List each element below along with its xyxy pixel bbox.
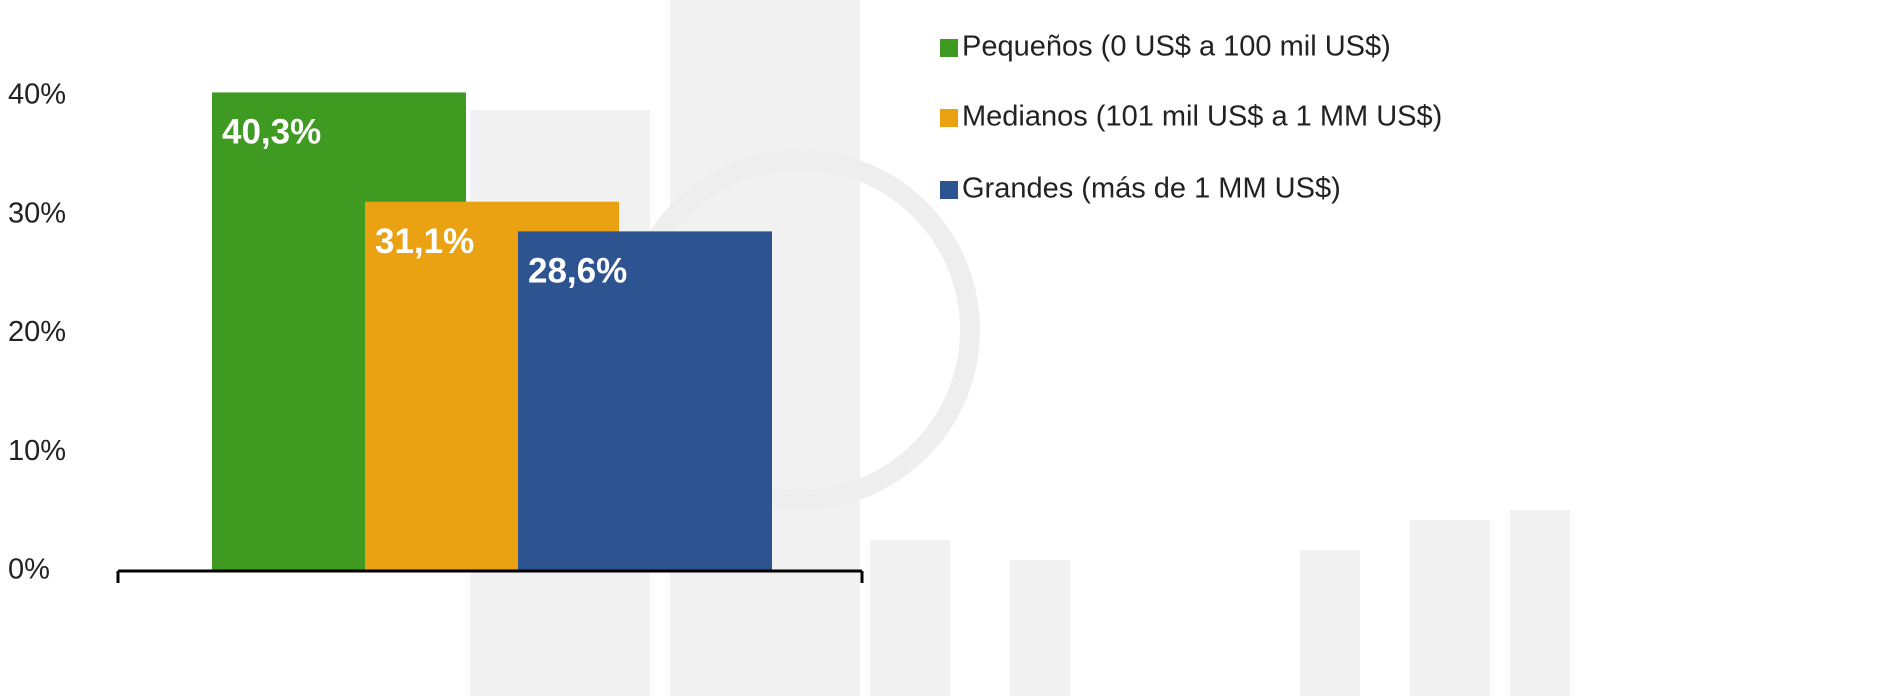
- value-label: 28,6%: [528, 252, 627, 291]
- y-tick-label: 10%: [8, 435, 66, 467]
- y-tick-label: 0%: [8, 554, 50, 586]
- legend-swatch: [940, 39, 958, 57]
- bar: [518, 231, 772, 571]
- legend-label: Grandes (más de 1 MM US$): [962, 173, 1341, 205]
- legend-swatch: [940, 109, 958, 127]
- y-tick-label: 30%: [8, 197, 66, 229]
- y-tick-label: 20%: [8, 316, 66, 348]
- value-label: 40,3%: [222, 113, 321, 152]
- legend-label: Pequeños (0 US$ a 100 mil US$): [962, 31, 1391, 63]
- legend-label: Medianos (101 mil US$ a 1 MM US$): [962, 101, 1442, 133]
- y-tick-label: 40%: [8, 79, 66, 111]
- legend-swatch: [940, 181, 958, 199]
- value-label: 31,1%: [375, 222, 474, 261]
